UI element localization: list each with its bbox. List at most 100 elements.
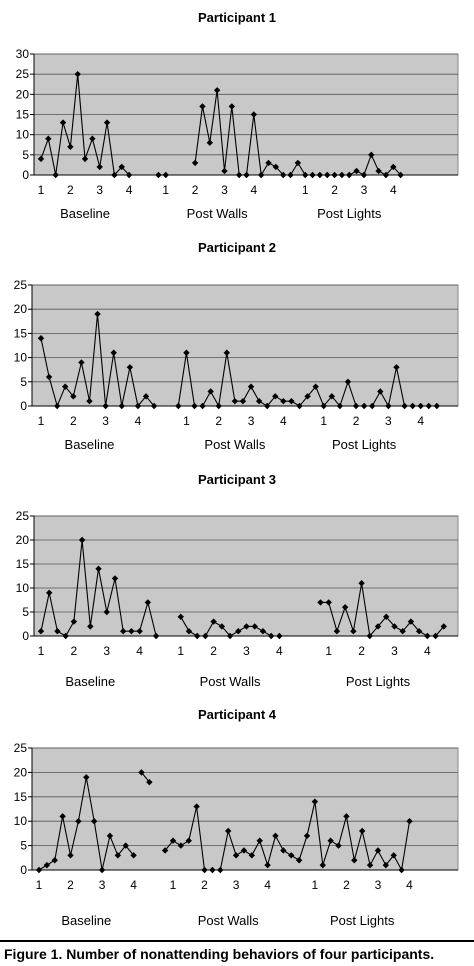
data-point <box>296 402 303 410</box>
series-line <box>320 583 445 638</box>
x-tick-label: 3 <box>102 414 109 428</box>
data-point <box>191 159 199 167</box>
data-point <box>353 167 360 175</box>
chart-participant-2: 0 5 10 15 20 25 1 2 3 4 1 2 3 4 1 2 3 4 Baseline Post Walls… <box>14 278 459 452</box>
data-point <box>110 349 117 356</box>
data-point <box>287 171 294 179</box>
data-point <box>199 103 206 110</box>
data-point <box>368 151 375 159</box>
data-point <box>279 171 287 179</box>
data-point <box>377 388 384 395</box>
x-tick-label: 1 <box>38 183 45 197</box>
figure-caption: Figure 1. Number of nonattending behavio… <box>0 940 474 966</box>
data-point <box>114 852 122 859</box>
data-point <box>344 378 352 385</box>
x-tick-label: 2 <box>210 644 217 658</box>
data-point <box>235 171 243 179</box>
phase-label: Post Lights <box>332 437 397 452</box>
data-point <box>280 397 287 405</box>
data-point <box>398 866 405 874</box>
data-point <box>202 632 209 640</box>
data-point <box>150 402 158 410</box>
data-point <box>346 171 353 179</box>
data-point <box>215 402 222 410</box>
data-point <box>118 163 125 171</box>
data-point <box>103 119 111 126</box>
y-tick-label: 20 <box>14 765 28 779</box>
chart-title: Participant 1 <box>197 10 277 25</box>
data-point <box>62 383 69 390</box>
data-point <box>425 402 432 410</box>
data-point <box>401 402 408 410</box>
y-tick-label: 0 <box>20 399 27 413</box>
data-point <box>59 119 67 126</box>
data-point <box>45 135 52 142</box>
y-tick-label: 15 <box>16 108 30 122</box>
data-point <box>125 171 133 179</box>
phase-label: Post Lights <box>346 674 411 689</box>
data-point <box>37 155 45 163</box>
x-tick-label: 4 <box>135 414 142 428</box>
data-point <box>316 171 324 179</box>
data-point <box>86 397 93 405</box>
data-point <box>433 402 441 410</box>
x-tick-label: 1 <box>325 644 332 658</box>
data-point <box>78 536 86 544</box>
data-point <box>257 171 265 179</box>
x-tick-label: 4 <box>130 878 137 892</box>
data-point <box>231 397 239 405</box>
x-tick-label: 3 <box>96 183 103 197</box>
phase-label: Post Walls <box>204 437 265 452</box>
y-tick-label: 25 <box>16 509 30 523</box>
phase-label: Post Lights <box>317 206 382 221</box>
data-point <box>366 861 374 869</box>
data-point <box>45 373 53 381</box>
phase-label: Baseline <box>65 437 115 452</box>
x-tick-label: 1 <box>38 644 45 658</box>
data-point <box>201 866 208 874</box>
data-point <box>53 402 61 410</box>
data-point <box>250 111 258 118</box>
data-point <box>331 171 338 179</box>
phase-label: Post Walls <box>198 913 259 928</box>
x-tick-label: 1 <box>320 414 327 428</box>
data-point <box>409 402 416 410</box>
phase-label: Post Walls <box>200 674 261 689</box>
x-tick-label: 4 <box>250 183 257 197</box>
data-point <box>126 364 134 371</box>
data-point <box>312 383 319 390</box>
data-point <box>264 861 271 869</box>
data-point <box>239 397 247 405</box>
data-point <box>382 171 390 179</box>
x-tick-label: 3 <box>375 878 382 892</box>
phase-label: Baseline <box>60 206 110 221</box>
data-point <box>432 632 439 640</box>
data-point <box>255 397 263 405</box>
y-tick-label: 10 <box>16 581 30 595</box>
data-point <box>288 397 295 405</box>
data-point <box>52 171 59 179</box>
data-point <box>382 861 390 869</box>
data-point <box>247 383 255 390</box>
data-point <box>304 393 311 400</box>
chart-title: Participant 3 <box>197 472 277 487</box>
x-tick-label: 2 <box>215 414 222 428</box>
data-point <box>43 861 51 869</box>
data-point <box>51 857 58 864</box>
x-tick-label: 1 <box>38 414 45 428</box>
y-tick-label: 20 <box>16 533 30 547</box>
data-point <box>360 171 368 179</box>
data-point <box>103 608 110 616</box>
data-point <box>351 857 358 864</box>
data-point <box>319 861 326 869</box>
data-point <box>338 171 346 179</box>
x-tick-label: 2 <box>358 644 365 658</box>
x-tick-label: 2 <box>353 414 360 428</box>
data-point <box>417 402 424 410</box>
data-point <box>183 349 190 356</box>
phase-label: Post Lights <box>330 913 395 928</box>
data-point <box>81 155 89 163</box>
plot-area <box>31 284 459 407</box>
x-tick-label: 1 <box>183 414 190 428</box>
data-point <box>324 171 331 179</box>
